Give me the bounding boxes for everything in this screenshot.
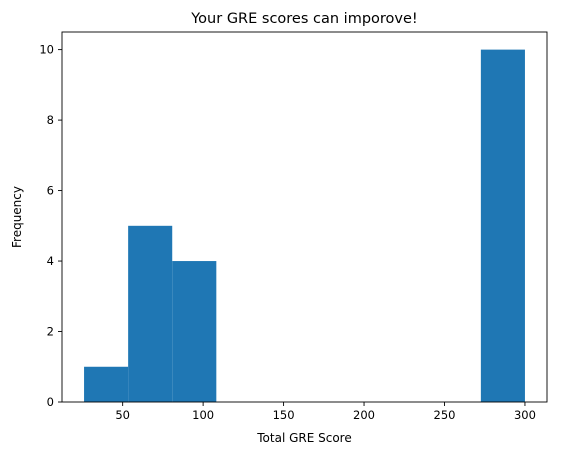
x-tick-label: 200 [353,408,375,422]
x-tick-label: 250 [434,408,456,422]
x-tick-label: 100 [192,408,214,422]
plot-frame [61,31,548,403]
histogram-bar [172,261,217,402]
x-tick-label: 150 [273,408,295,422]
y-tick-label: 0 [47,395,54,409]
x-axis-label: Total GRE Score [256,431,351,445]
y-tick-label: 6 [47,184,54,198]
y-tick-label: 8 [47,113,54,127]
x-tick-label: 300 [514,408,536,422]
histogram-bar [480,49,525,403]
histogram-bar [128,225,173,402]
y-axis-label: Frequency [10,186,24,248]
chart-title: Your GRE scores can imporove! [190,11,418,27]
x-axis-ticks: 50 100 150 200 250 300 [115,402,536,422]
y-axis-ticks: 0 2 4 6 8 10 [39,43,62,409]
y-tick-label: 2 [47,325,54,339]
histogram-bar [84,366,129,402]
y-tick-label: 10 [39,43,54,57]
bars [84,49,525,403]
x-tick-label: 50 [115,408,130,422]
y-tick-label: 4 [47,254,54,268]
